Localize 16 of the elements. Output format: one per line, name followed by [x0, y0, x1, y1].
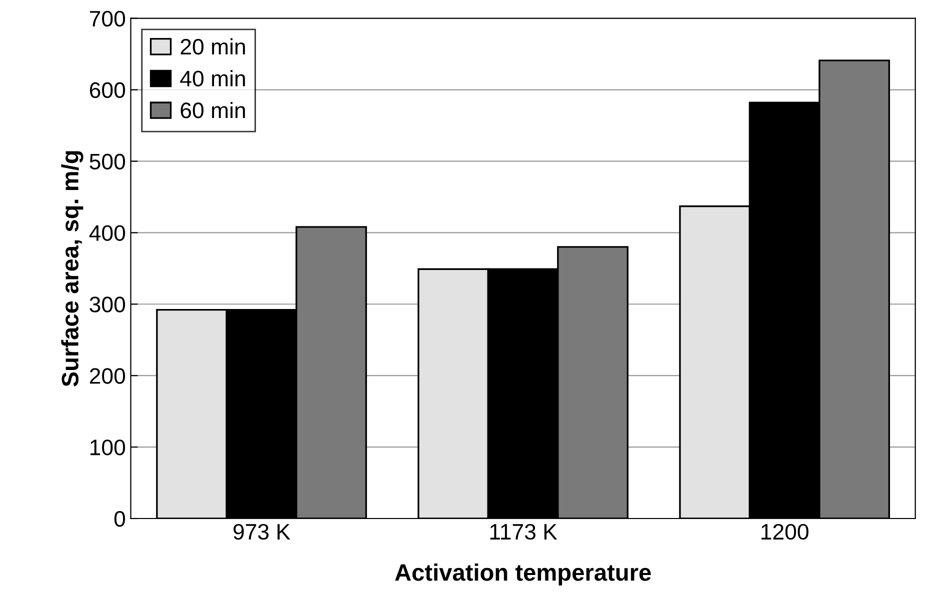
- x-tick-label: 973 K: [234, 524, 290, 540]
- y-axis-title: Surface area, sq. m/g: [61, 151, 84, 386]
- legend-label: 40 min: [180, 70, 245, 86]
- x-tick-label: 1173 K: [490, 524, 558, 540]
- y-tick-label: 600: [90, 82, 126, 98]
- x-tick-label: 1200: [762, 524, 808, 540]
- y-tick-label: 400: [89, 225, 126, 241]
- x-axis-title: Activation temperature: [395, 564, 651, 586]
- y-tick-label: 500: [90, 154, 126, 170]
- y-tick-label: 700: [90, 10, 126, 27]
- legend-label: 60 min: [180, 102, 245, 118]
- y-tick-label: 200: [90, 368, 126, 384]
- legend-label: 20 min: [180, 38, 245, 55]
- y-tick-label: 0: [114, 511, 126, 527]
- y-tick-label: 300: [90, 296, 126, 312]
- y-tick-label: 100: [90, 440, 126, 456]
